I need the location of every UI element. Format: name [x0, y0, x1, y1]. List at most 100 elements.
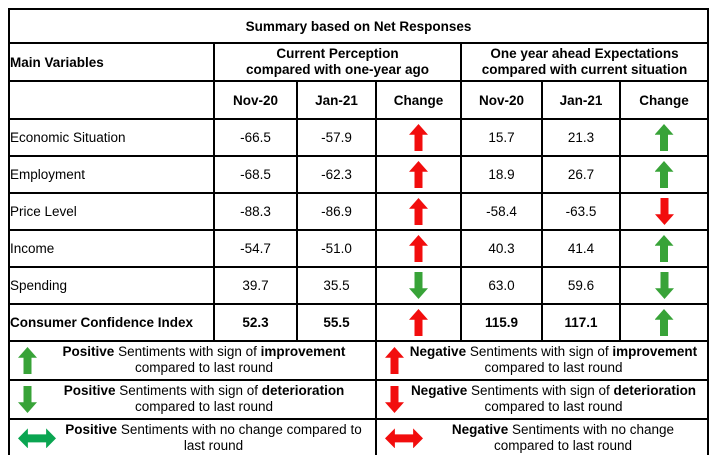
- cp-jan21-value: -57.9: [296, 118, 377, 157]
- cp-nov20-header: Nov-20: [213, 80, 298, 120]
- change-arrow-icon: [654, 161, 674, 188]
- table-row: Economic Situation -66.5 -57.9 15.7 21.3: [8, 118, 709, 157]
- group2-line1: One year ahead Expectations: [490, 45, 679, 61]
- exp-change-cell: [619, 229, 709, 268]
- legend-text-segment: Sentiments with no change compared to la…: [493, 421, 675, 454]
- exp-jan21-value: 41.4: [541, 229, 621, 268]
- group2-line2: compared with current situation: [481, 62, 688, 77]
- change-arrow-icon: [655, 272, 674, 299]
- legend-text-segment: Sentiments with sign of: [467, 382, 614, 398]
- table-row: Income -54.7 -51.0 40.3 41.4: [8, 229, 709, 268]
- cp-change-cell: [375, 266, 462, 305]
- legend-arrow-icon: [385, 386, 404, 413]
- cp-change-cell: [375, 118, 462, 157]
- cp-jan21-value: -62.3: [296, 155, 377, 194]
- change-arrow-icon: [655, 198, 674, 225]
- cp-change-cell: [375, 192, 462, 231]
- legend-text-segment: deterioration: [261, 382, 345, 398]
- subheader-row: Nov-20 Jan-21 Change Nov-20 Jan-21 Chang…: [8, 80, 709, 120]
- group-header-row: Main Variables Current Perception compar…: [8, 42, 709, 82]
- exp-change-cell: [619, 118, 709, 157]
- change-arrow-icon: [409, 198, 428, 225]
- legend-text: Negative Sentiments with sign of deterio…: [404, 383, 703, 416]
- change-arrow-icon: [654, 124, 674, 151]
- exp-jan21-value: -63.5: [541, 192, 621, 231]
- table-row-consumer-confidence-index: Consumer Confidence Index 52.3 55.5 115.…: [8, 303, 709, 342]
- group1-line2: compared with one-year ago: [245, 62, 430, 77]
- exp-jan21-value: 21.3: [541, 118, 621, 157]
- cp-nov20-value: 39.7: [213, 266, 298, 305]
- row-label: Consumer Confidence Index: [8, 303, 215, 342]
- exp-nov20-value: 18.9: [460, 155, 543, 194]
- row-label: Spending: [8, 266, 215, 305]
- group1-line1: Current Perception: [276, 45, 399, 61]
- empty-header-cell: [8, 80, 215, 120]
- exp-nov20-value: 15.7: [460, 118, 543, 157]
- legend-text-segment: Sentiments with sign of: [115, 382, 262, 398]
- main-variables-header: Main Variables: [8, 42, 215, 82]
- row-label: Price Level: [8, 192, 215, 231]
- exp-nov20-value: 63.0: [460, 266, 543, 305]
- cp-change-header: Change: [375, 80, 462, 120]
- cp-nov20-value: -68.5: [213, 155, 298, 194]
- current-perception-header: Current Perception compared with one-yea…: [213, 42, 462, 82]
- change-arrow-icon: [409, 235, 428, 262]
- legend-text: Positive Sentiments with sign of improve…: [37, 344, 371, 377]
- row-label: Income: [8, 229, 215, 268]
- change-arrow-icon: [409, 272, 428, 299]
- net-responses-summary-table: Summary based on Net Responses Main Vari…: [8, 8, 709, 455]
- legend-text-segment: compared to last round: [134, 399, 274, 415]
- legend-text-segment: compared to last round: [484, 399, 623, 415]
- expectations-header: One year ahead Expectations compared wit…: [460, 42, 709, 82]
- change-arrow-icon: [409, 309, 428, 336]
- table-row: Spending 39.7 35.5 63.0 59.6: [8, 266, 709, 305]
- legend-arrow-icon: [18, 428, 56, 449]
- legend-positive-improvement: Positive Sentiments with sign of improve…: [8, 340, 377, 381]
- legend-arrow-icon: [18, 346, 37, 374]
- change-arrow-icon: [654, 235, 674, 262]
- legend-text-segment: Sentiments with sign of: [466, 344, 613, 359]
- table-row: Price Level -88.3 -86.9 -58.4 -63.5: [8, 192, 709, 231]
- cp-nov20-value: -88.3: [213, 192, 298, 231]
- title-row: Summary based on Net Responses: [8, 8, 709, 44]
- legend-text-segment: Positive: [63, 382, 116, 398]
- cp-jan21-value: -51.0: [296, 229, 377, 268]
- legend-text-segment: Sentiments with no change compared to la…: [117, 421, 362, 454]
- legend-text-segment: Negative: [409, 344, 467, 359]
- cp-jan21-value: 35.5: [296, 266, 377, 305]
- legend-text: Positive Sentiments with sign of deterio…: [37, 383, 371, 416]
- legend-negative-improvement: Negative Sentiments with sign of improve…: [375, 340, 709, 381]
- legend-arrow-icon: [385, 428, 423, 449]
- exp-nov20-value: -58.4: [460, 192, 543, 231]
- exp-change-cell: [619, 155, 709, 194]
- legend-text-segment: Positive: [65, 421, 118, 437]
- exp-jan21-value: 117.1: [541, 303, 621, 342]
- exp-change-cell: [619, 192, 709, 231]
- exp-change-header: Change: [619, 80, 709, 120]
- exp-nov20-header: Nov-20: [460, 80, 543, 120]
- legend-row: Positive Sentiments with sign of deterio…: [8, 378, 709, 420]
- exp-jan21-value: 59.6: [541, 266, 621, 305]
- exp-jan21-header: Jan-21: [541, 80, 621, 120]
- legend-text-segment: compared to last round: [134, 360, 274, 376]
- legend-positive-deterioration: Positive Sentiments with sign of deterio…: [8, 378, 377, 420]
- exp-change-cell: [619, 303, 709, 342]
- table-title: Summary based on Net Responses: [8, 8, 709, 44]
- legend-text-segment: compared to last round: [484, 360, 623, 376]
- exp-nov20-value: 40.3: [460, 229, 543, 268]
- legend-text: Positive Sentiments with no change compa…: [56, 422, 371, 455]
- legend-text-segment: Negative: [451, 421, 509, 437]
- exp-jan21-value: 26.7: [541, 155, 621, 194]
- exp-nov20-value: 115.9: [460, 303, 543, 342]
- cp-jan21-value: 55.5: [296, 303, 377, 342]
- legend-text-segment: Negative: [410, 382, 468, 398]
- legend-negative-no-change: Negative Sentiments with no change compa…: [375, 417, 709, 455]
- change-arrow-icon: [409, 161, 428, 188]
- legend-row: Positive Sentiments with no change compa…: [8, 417, 709, 455]
- row-label: Employment: [8, 155, 215, 194]
- legend-text-segment: deterioration: [613, 382, 697, 398]
- legend-positive-no-change: Positive Sentiments with no change compa…: [8, 417, 377, 455]
- cp-nov20-value: -54.7: [213, 229, 298, 268]
- row-label: Economic Situation: [8, 118, 215, 157]
- change-arrow-icon: [409, 124, 428, 151]
